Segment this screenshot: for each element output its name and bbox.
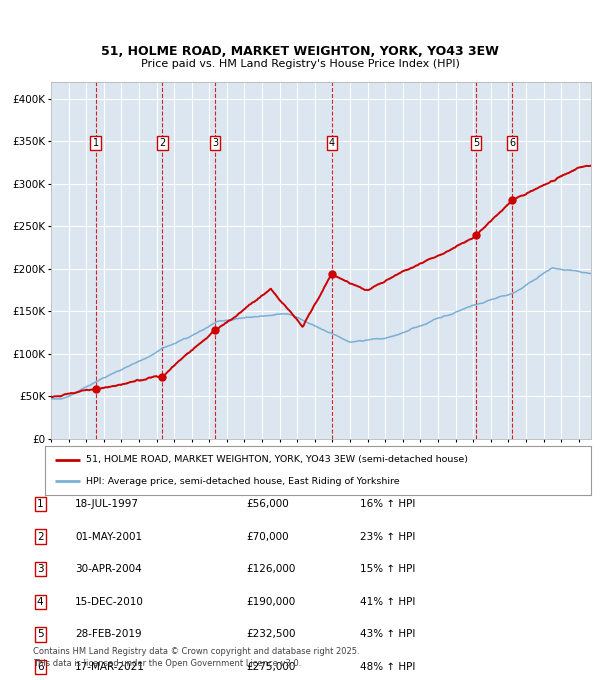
Text: 3: 3 [37,564,44,574]
Text: 51, HOLME ROAD, MARKET WEIGHTON, YORK, YO43 3EW: 51, HOLME ROAD, MARKET WEIGHTON, YORK, Y… [101,45,499,58]
Text: 2: 2 [159,138,166,148]
Text: 2: 2 [37,532,44,541]
Text: 16% ↑ HPI: 16% ↑ HPI [360,499,415,509]
Text: £232,500: £232,500 [246,630,296,639]
Text: 1: 1 [37,499,44,509]
Text: 4: 4 [37,597,44,607]
Text: £275,000: £275,000 [246,662,295,672]
Text: 3: 3 [212,138,218,148]
Text: £56,000: £56,000 [246,499,289,509]
Text: 17-MAR-2021: 17-MAR-2021 [75,662,145,672]
Text: 23% ↑ HPI: 23% ↑ HPI [360,532,415,541]
Text: Contains HM Land Registry data © Crown copyright and database right 2025.
This d: Contains HM Land Registry data © Crown c… [33,647,359,668]
Text: £126,000: £126,000 [246,564,295,574]
Text: 6: 6 [37,662,44,672]
Text: 15-DEC-2010: 15-DEC-2010 [75,597,144,607]
Text: £190,000: £190,000 [246,597,295,607]
Text: 5: 5 [473,138,479,148]
Text: 51, HOLME ROAD, MARKET WEIGHTON, YORK, YO43 3EW (semi-detached house): 51, HOLME ROAD, MARKET WEIGHTON, YORK, Y… [86,456,468,464]
Text: 28-FEB-2019: 28-FEB-2019 [75,630,142,639]
Text: 6: 6 [509,138,515,148]
Text: 15% ↑ HPI: 15% ↑ HPI [360,564,415,574]
Text: 18-JUL-1997: 18-JUL-1997 [75,499,139,509]
Text: 4: 4 [329,138,335,148]
Text: 48% ↑ HPI: 48% ↑ HPI [360,662,415,672]
Text: Price paid vs. HM Land Registry's House Price Index (HPI): Price paid vs. HM Land Registry's House … [140,59,460,69]
Text: HPI: Average price, semi-detached house, East Riding of Yorkshire: HPI: Average price, semi-detached house,… [86,477,400,486]
Text: 01-MAY-2001: 01-MAY-2001 [75,532,142,541]
Text: 1: 1 [92,138,99,148]
Text: 43% ↑ HPI: 43% ↑ HPI [360,630,415,639]
Text: £70,000: £70,000 [246,532,289,541]
Text: 41% ↑ HPI: 41% ↑ HPI [360,597,415,607]
Text: 30-APR-2004: 30-APR-2004 [75,564,142,574]
Text: 5: 5 [37,630,44,639]
